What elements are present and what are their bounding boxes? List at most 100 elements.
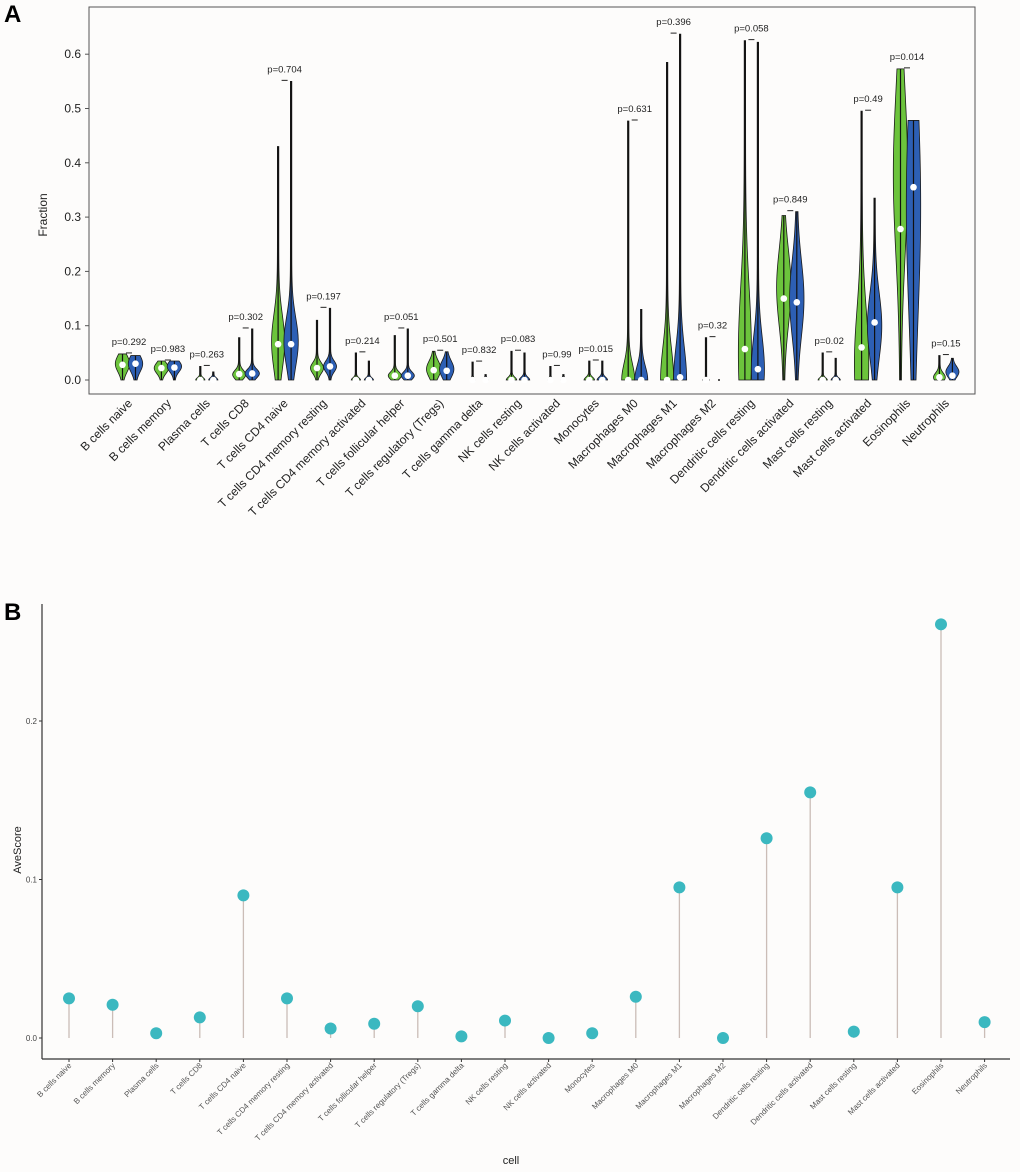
p-value-label: p=0.631 — [617, 104, 652, 115]
violin-group2 — [208, 371, 219, 384]
violin-group2 — [363, 360, 374, 384]
violin-group2 — [400, 328, 415, 381]
violin-group2 — [830, 357, 841, 384]
lollipop-point — [760, 832, 773, 845]
p-value-label: p=0.849 — [773, 195, 808, 206]
violin-point — [718, 379, 720, 381]
x-tick-label: Mast cells resting — [760, 396, 835, 471]
violin-median-point — [560, 376, 567, 384]
p-value-label: p=0.083 — [501, 334, 536, 345]
y-tick-label: 0.1 — [64, 319, 81, 333]
violin-group1 — [583, 360, 595, 384]
panel-b-xlabel: cell — [503, 1155, 520, 1167]
x-tick-label: NK cells activated — [486, 396, 563, 473]
y-tick-label: 0.1 — [26, 876, 38, 885]
violin-median-point — [210, 376, 217, 384]
violin-median-point — [352, 376, 360, 384]
lollipop-point — [629, 990, 642, 1003]
violin-group1 — [892, 68, 909, 381]
p-value-label: p=0.302 — [228, 312, 263, 323]
violin-group1 — [310, 319, 324, 381]
p-value-label: p=0.396 — [656, 17, 691, 28]
x-tick-label: Macrophages M0 — [590, 1061, 640, 1111]
lollipop-point — [368, 1017, 381, 1030]
x-tick-label: B cells memory — [72, 1061, 117, 1106]
lollipop-point — [281, 992, 293, 1005]
violin-group1 — [153, 360, 170, 381]
lollipop-point — [455, 1030, 468, 1043]
violin-median-point — [197, 376, 204, 384]
violin-group2 — [439, 351, 455, 381]
violin-median-point — [326, 363, 334, 370]
panel-b-ylabel: AveScore — [12, 826, 24, 874]
violin-median-point — [430, 366, 438, 374]
violin-median-point — [599, 376, 606, 384]
violin-group1 — [195, 366, 206, 384]
x-tick-label: Mast cells resting — [808, 1061, 858, 1111]
violin-group2 — [789, 211, 805, 381]
x-tick-label: T cells CD4 memory activated — [253, 1061, 335, 1143]
violin-median-point — [119, 361, 126, 369]
lollipop-point — [324, 1022, 337, 1035]
violin-group2 — [283, 80, 299, 381]
panel-b-label: B — [4, 599, 21, 626]
violin-group1 — [701, 337, 711, 384]
violin-group2 — [945, 357, 960, 381]
panel-a-label: A — [4, 1, 21, 28]
violin-group2 — [718, 379, 720, 381]
violin-group1 — [933, 355, 946, 381]
lollipop-point — [978, 1016, 991, 1029]
x-tick-label: Macrophages M2 — [643, 396, 719, 472]
lollipop-point — [106, 998, 119, 1011]
violin-group2 — [323, 307, 337, 381]
p-value-label: p=0.015 — [578, 344, 613, 355]
violin-median-point — [871, 319, 878, 326]
violin-group2 — [905, 120, 922, 381]
p-value-label: p=0.02 — [815, 336, 844, 347]
x-tick-label: T cells CD4 naive — [214, 396, 290, 472]
p-value-label: p=0.014 — [890, 52, 925, 63]
lollipop-point — [586, 1027, 599, 1040]
violin-median-point — [793, 299, 801, 306]
violin-group1 — [737, 40, 752, 381]
violin-median-point — [586, 376, 593, 384]
violin-group1 — [547, 366, 554, 384]
x-tick-label: Eosinophils — [910, 1061, 945, 1096]
p-value-label: p=0.832 — [462, 345, 497, 356]
x-tick-label: Macrophages M2 — [677, 1061, 727, 1111]
lollipop-point — [935, 618, 947, 631]
violin-median-point — [910, 183, 917, 191]
violin-median-point — [754, 365, 762, 373]
x-tick-label: Plasma cells — [122, 1061, 160, 1099]
x-tick-label: Macrophages M0 — [565, 396, 641, 472]
p-value-label: p=0.704 — [267, 64, 302, 75]
violin-group1 — [817, 352, 828, 384]
violin-median-point — [508, 376, 515, 384]
violin-group1 — [853, 110, 870, 381]
y-tick-label: 0.2 — [26, 717, 38, 726]
lollipop-point — [499, 1014, 511, 1027]
panel-a-ylabel: Fraction — [36, 193, 50, 236]
y-tick-label: 0.3 — [64, 210, 81, 224]
violin-median-point — [663, 376, 671, 384]
violin-median-point — [443, 367, 451, 375]
violin-group1 — [776, 215, 792, 381]
p-value-label: p=0.99 — [542, 349, 571, 360]
p-value-label: p=0.983 — [151, 344, 186, 355]
y-tick-label: 0.0 — [64, 373, 81, 387]
violin-median-point — [819, 376, 826, 384]
panel-a-frame — [88, 6, 976, 395]
lollipop-point — [542, 1032, 555, 1044]
violin-median-point — [248, 370, 256, 377]
p-value-label: p=0.214 — [345, 336, 380, 347]
violin-group1 — [660, 61, 675, 384]
violin-median-point — [235, 370, 243, 378]
lollipop-point — [150, 1027, 163, 1040]
violin-group2 — [244, 328, 260, 381]
x-tick-label: B cells naive — [35, 1061, 74, 1100]
lollipop-point — [847, 1025, 860, 1038]
violin-group1 — [505, 350, 518, 384]
lollipop-point — [193, 1011, 206, 1024]
